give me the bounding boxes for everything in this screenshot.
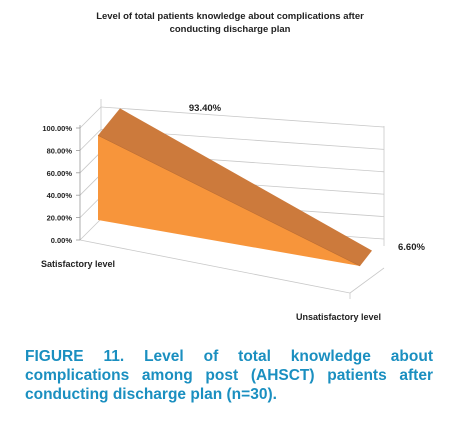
gridline-depth	[79, 173, 102, 196]
gridline	[100, 106, 385, 128]
gridline-depth	[79, 196, 102, 218]
y-tick-label: 20.00%	[47, 214, 73, 223]
figure-caption: FIGURE 11. Level of total knowledge abou…	[25, 348, 433, 403]
labels: 93.40% 6.60% Satisfactory level Unsatisfact…	[41, 103, 425, 322]
floor-right-edge	[349, 267, 385, 294]
chart-title-line-1: Level of total patients knowledge about …	[96, 11, 364, 22]
y-tick-label: 0.00%	[51, 236, 73, 245]
y-tick-label: 40.00%	[47, 191, 73, 200]
area-chart-3d: 0.00% 20.00% 40.00% 60.00% 80.00% 100.00% 93.…	[41, 99, 425, 322]
y-tick-label: 100.00%	[42, 124, 72, 133]
category-label-unsatisfactory: Unsatisfactory level	[296, 312, 381, 322]
area-edge	[97, 135, 361, 267]
area-series	[97, 108, 372, 267]
gridline-depth	[79, 218, 102, 241]
chart-title-line-2: conducting discharge plan	[169, 24, 291, 35]
y-tick-label: 80.00%	[47, 146, 73, 155]
floor-front-edge	[79, 239, 351, 294]
gridline-depth	[79, 151, 102, 174]
category-label-satisfactory: Satisfactory level	[41, 259, 115, 269]
data-label-unsatisfactory: 6.60%	[398, 242, 425, 253]
y-axis: 0.00% 20.00% 40.00% 60.00% 80.00% 100.00%	[42, 124, 81, 245]
chart-title: Level of total patients knowledge about …	[30, 10, 430, 36]
area-top-face	[98, 108, 372, 266]
data-label-satisfactory: 93.40%	[189, 103, 222, 114]
gridline-depth	[79, 129, 102, 151]
y-tick-label: 60.00%	[47, 169, 73, 178]
gridline-depth	[79, 106, 102, 129]
